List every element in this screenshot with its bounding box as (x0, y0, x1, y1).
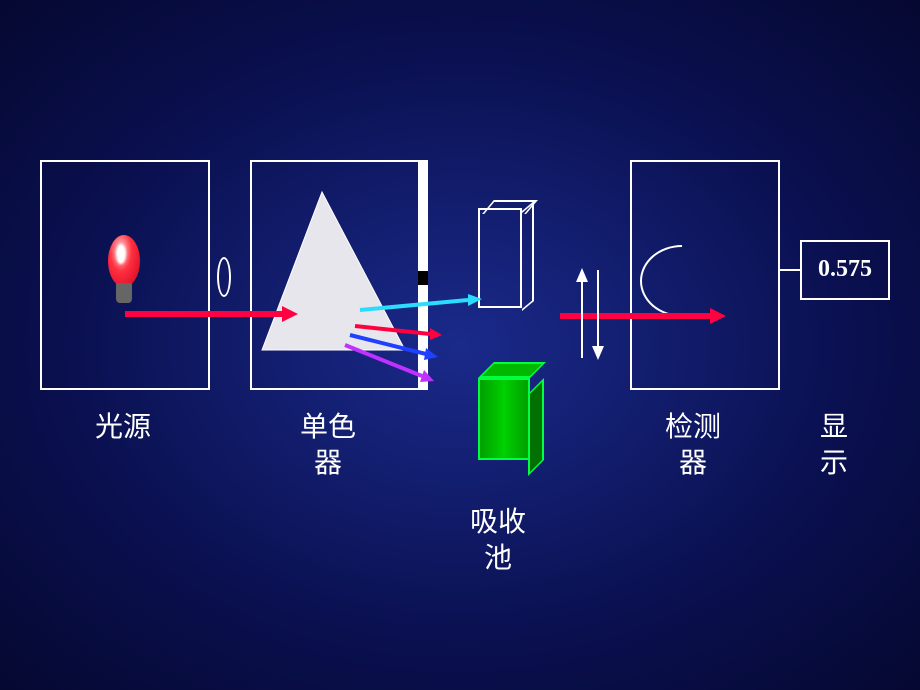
label-monochromator: 单色 器 (300, 410, 356, 483)
connector-line (780, 269, 800, 271)
cuvette-green-top-face (478, 362, 546, 378)
label-light-source: 光源 (95, 410, 151, 446)
lens-icon (217, 257, 231, 297)
cuvette-transparent (478, 208, 522, 308)
label-display: 显 示 (820, 410, 848, 483)
monochromator-box (250, 160, 420, 390)
exit-slit-opening (418, 271, 428, 285)
cuvette-green-front-face (478, 378, 530, 460)
bulb-base (116, 283, 132, 303)
cuvette-green-side-face (528, 378, 544, 476)
label-absorption-cell: 吸收 池 (470, 505, 526, 578)
bulb-highlight (116, 244, 126, 264)
diagram-stage: 0.575 光源 单色 器 吸收 池 检测 器 显 示 (0, 0, 920, 690)
label-detector: 检测 器 (665, 410, 721, 483)
display-readout: 0.575 (800, 256, 890, 283)
